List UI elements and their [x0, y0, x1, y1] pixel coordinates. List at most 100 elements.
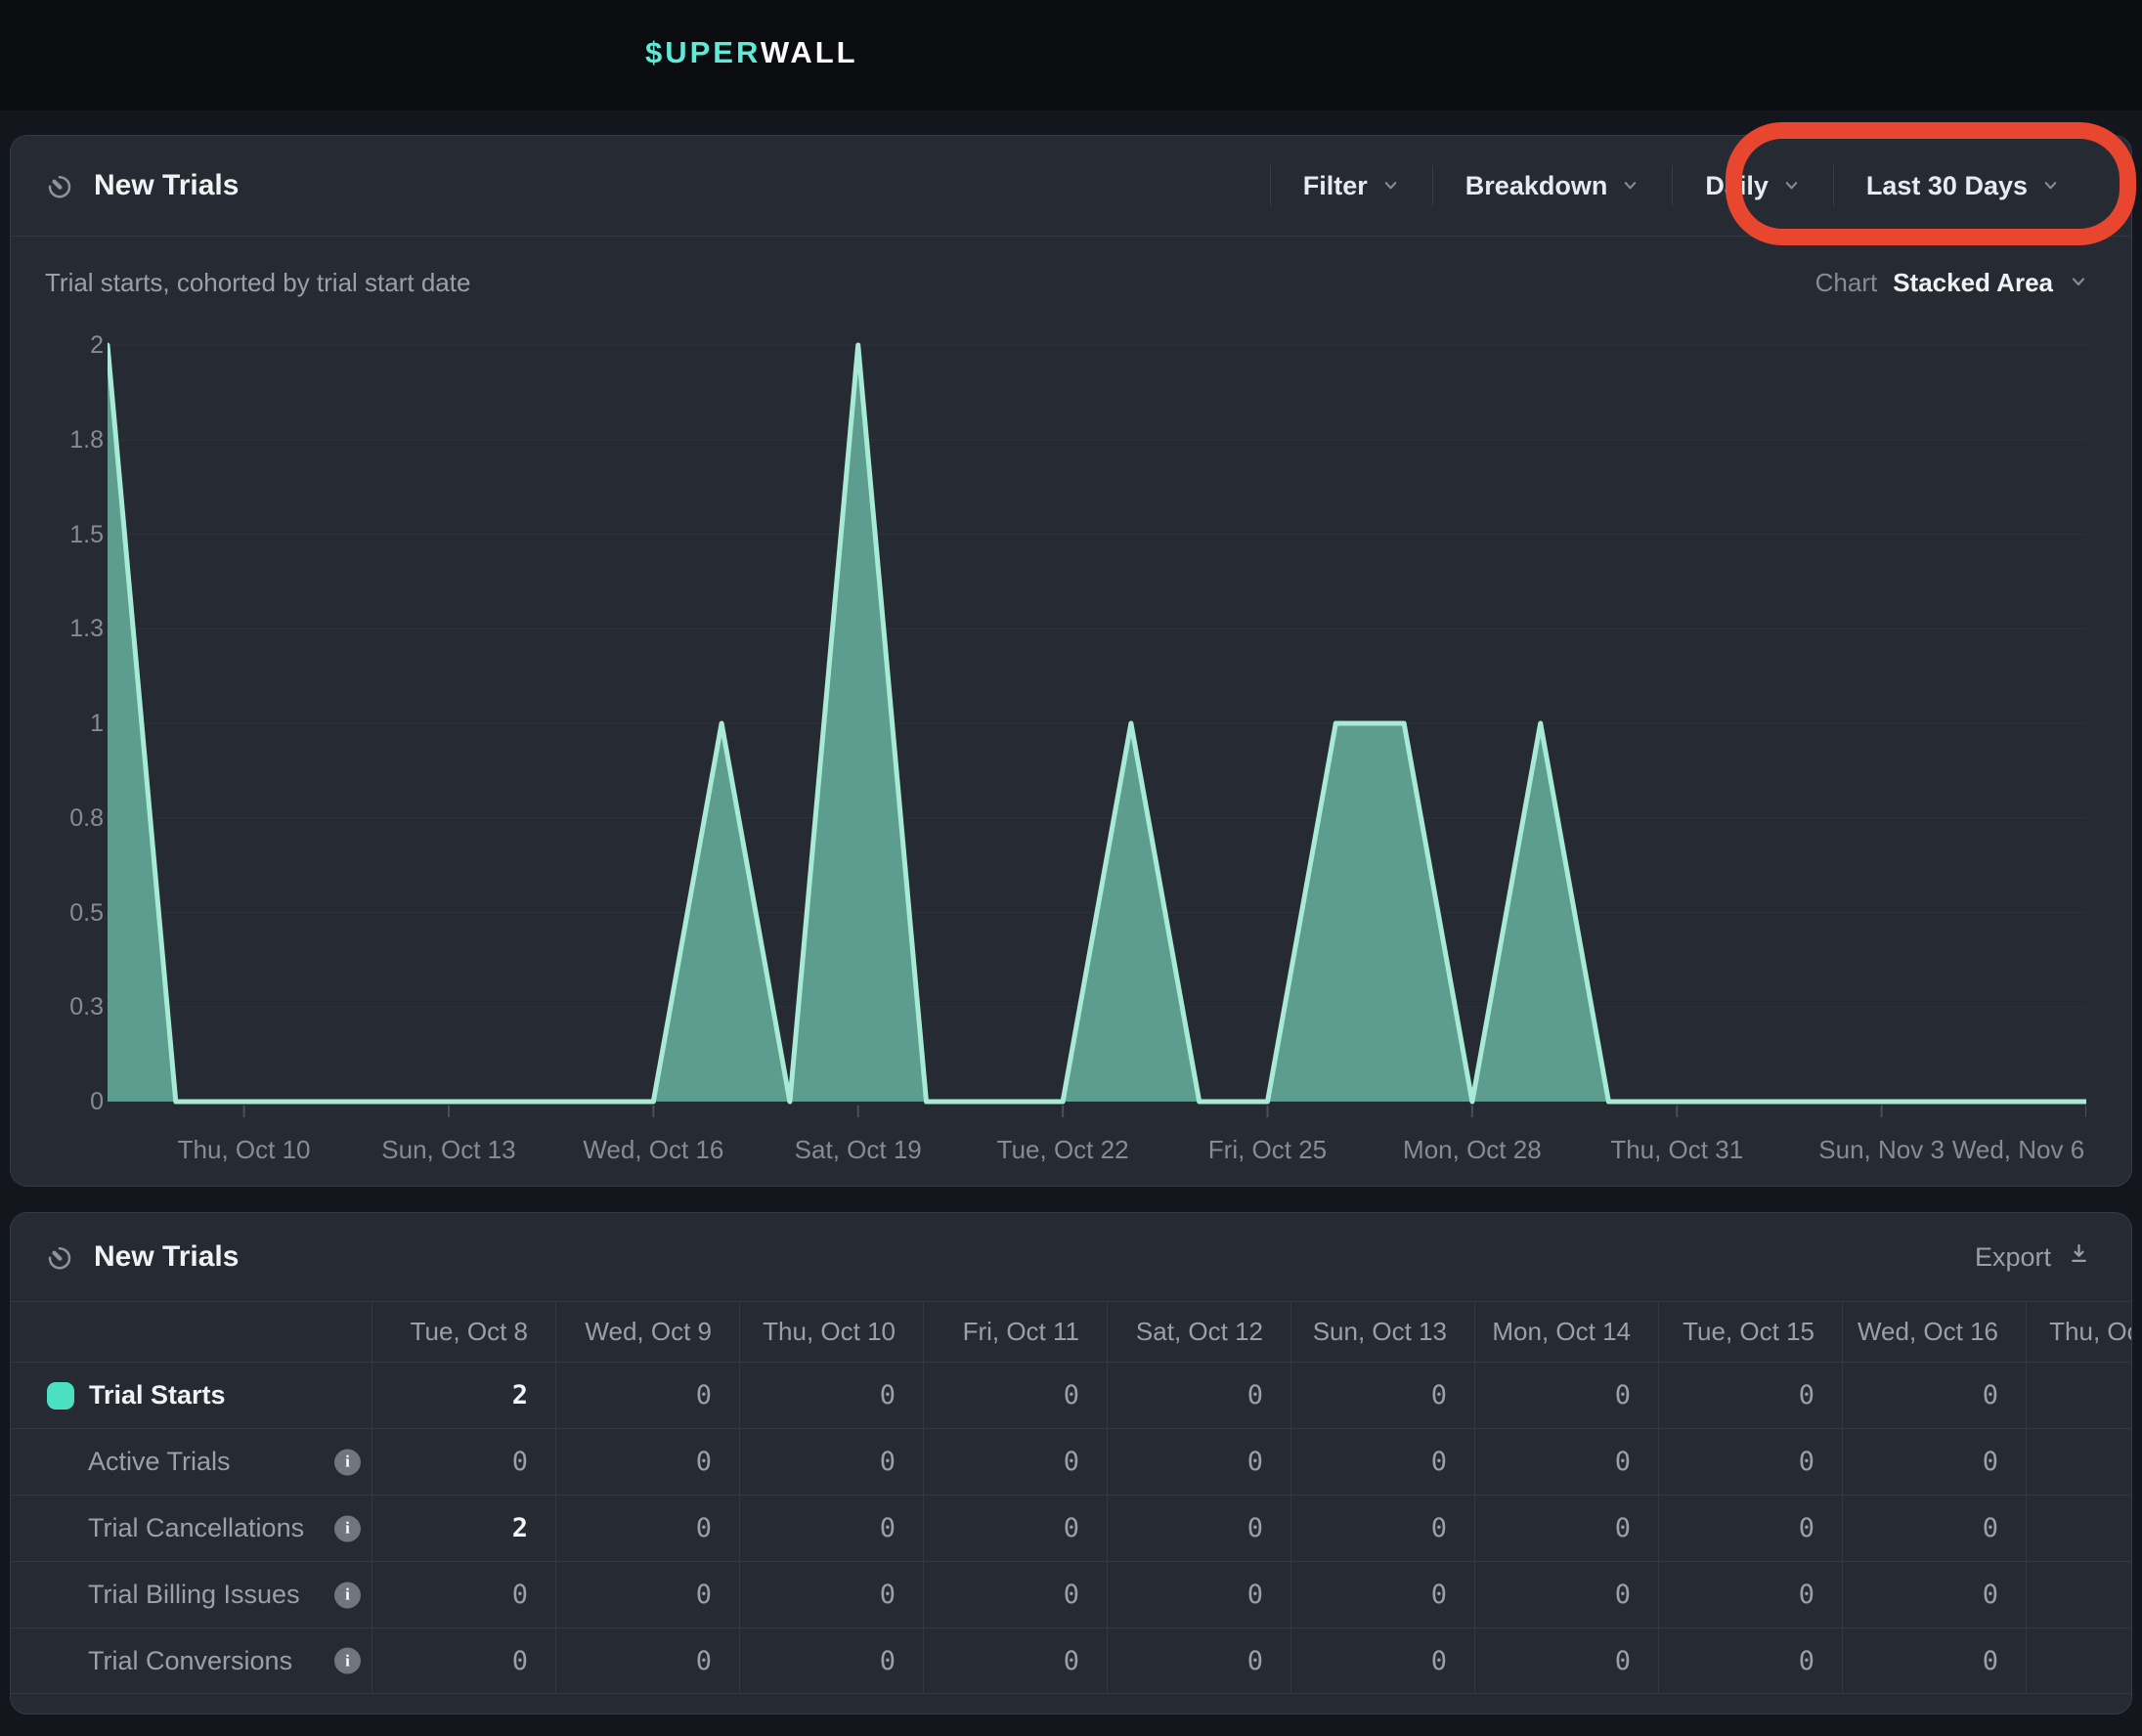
- value-cell: 0: [1658, 1628, 1842, 1693]
- chevron-down-icon: [2069, 268, 2088, 298]
- value-cell: 0: [739, 1628, 923, 1693]
- export-label: Export: [1975, 1242, 2051, 1273]
- series-swatch: [47, 1382, 74, 1410]
- chart-subtitle: Trial starts, cohorted by trial start da…: [45, 268, 470, 298]
- y-axis-label: 0: [11, 1087, 104, 1116]
- row-label-cell: Trial Cancellations i: [11, 1496, 372, 1561]
- value-cell: 0: [923, 1628, 1107, 1693]
- x-axis-label: Sat, Oct 19: [795, 1135, 922, 1165]
- value-cell: 0: [555, 1496, 739, 1561]
- x-axis-label: Thu, Oct 31: [1610, 1135, 1743, 1165]
- value-cell: 0: [1107, 1628, 1290, 1693]
- value-cell: 0: [739, 1429, 923, 1495]
- info-icon[interactable]: i: [334, 1582, 361, 1608]
- y-axis-label: 0.3: [11, 992, 104, 1021]
- x-axis-label: Sun, Oct 13: [381, 1135, 515, 1165]
- trials-table: Tue, Oct 8Wed, Oct 9Thu, Oct 10Fri, Oct …: [11, 1301, 2131, 1694]
- value-cell: 0: [1658, 1429, 1842, 1495]
- value-cell: 0: [1658, 1562, 1842, 1628]
- value-cell: 0: [372, 1429, 555, 1495]
- x-axis-label: Wed, Nov 6: [1952, 1135, 2084, 1165]
- header-controls: Filter Breakdown Daily Last 30 Days: [1270, 165, 2092, 206]
- value-cell: 0: [1658, 1496, 1842, 1561]
- table-card-header: New Trials Export: [11, 1213, 2131, 1301]
- dropdown-label: Last 30 Days: [1866, 171, 2028, 201]
- value-cell: 0: [1290, 1496, 1474, 1561]
- table-card-title: New Trials: [94, 1240, 239, 1274]
- dropdown-label: Breakdown: [1465, 171, 1608, 201]
- value-cell: 0: [1474, 1628, 1658, 1693]
- value-cell: [2026, 1363, 2132, 1428]
- row-label: Trial Billing Issues: [88, 1580, 300, 1610]
- value-cell: 0: [555, 1562, 739, 1628]
- row-label-cell: Trial Billing Issues i: [11, 1562, 372, 1628]
- table-corner-cell: [11, 1302, 372, 1362]
- value-cell: 0: [1290, 1363, 1474, 1428]
- value-cell: 0: [555, 1363, 739, 1428]
- chart-subrow: Trial starts, cohorted by trial start da…: [11, 237, 2131, 298]
- x-axis-labels: Thu, Oct 10 Sun, Oct 13 Wed, Oct 16 Sat, Oc…: [108, 1135, 2086, 1168]
- value-cell: 0: [1290, 1429, 1474, 1495]
- x-axis-label: Thu, Oct 10: [178, 1135, 311, 1165]
- chart-type-select[interactable]: Chart Stacked Area: [1815, 268, 2088, 298]
- value-cell: 0: [1842, 1628, 2026, 1693]
- logo-white-part: WALL: [761, 35, 858, 69]
- chevron-down-icon: [1621, 171, 1639, 201]
- value-cell: 0: [739, 1562, 923, 1628]
- value-cell: 0: [923, 1562, 1107, 1628]
- info-icon[interactable]: i: [334, 1515, 361, 1541]
- value-cell: 0: [1842, 1429, 2026, 1495]
- value-cell: 0: [372, 1628, 555, 1693]
- dropdown-label: Daily: [1705, 171, 1769, 201]
- info-icon[interactable]: i: [334, 1648, 361, 1674]
- export-button[interactable]: Export: [1975, 1240, 2092, 1274]
- column-header: Mon, Oct 14: [1474, 1302, 1658, 1362]
- column-header: Thu, Oct 10: [739, 1302, 923, 1362]
- topbar: $UPERWALL: [0, 0, 2142, 110]
- superwall-logo: $UPERWALL: [645, 35, 858, 70]
- row-label: Trial Cancellations: [88, 1513, 304, 1543]
- daily-dropdown[interactable]: Daily: [1673, 171, 1833, 201]
- y-axis-label: 1: [11, 709, 104, 738]
- column-header: Wed, Oct 16: [1842, 1302, 2026, 1362]
- x-axis-label: Wed, Oct 16: [583, 1135, 723, 1165]
- new-trials-chart-card: New Trials Filter Breakdown Daily Last 30 D…: [10, 135, 2132, 1187]
- value-cell: 2: [372, 1496, 555, 1561]
- y-axis-label: 0.8: [11, 803, 104, 833]
- value-cell: 0: [1474, 1496, 1658, 1561]
- row-label: Active Trials: [88, 1447, 231, 1477]
- table-row: Trial Conversionsi000000000: [11, 1628, 2132, 1694]
- dashboard: $UPERWALL New Trials Filter Breakdown Dail…: [0, 0, 2142, 1736]
- breakdown-dropdown[interactable]: Breakdown: [1433, 171, 1673, 201]
- value-cell: 0: [923, 1363, 1107, 1428]
- chevron-down-icon: [1381, 171, 1400, 201]
- value-cell: 0: [739, 1496, 923, 1561]
- new-trials-table-card: New Trials Export Tue, Oct 8Wed, Oct 9Th…: [10, 1212, 2132, 1714]
- logo-teal-part: $UPER: [645, 35, 761, 69]
- y-axis-label: 1.5: [11, 520, 104, 549]
- x-axis-label: Fri, Oct 25: [1208, 1135, 1327, 1165]
- last-30-days-dropdown[interactable]: Last 30 Days: [1834, 171, 2092, 201]
- y-axis-label: 0.5: [11, 898, 104, 928]
- value-cell: 0: [739, 1363, 923, 1428]
- gauge-icon: [45, 171, 74, 200]
- value-cell: 0: [372, 1562, 555, 1628]
- table-row: Active Trialsi000000000: [11, 1428, 2132, 1495]
- filter-dropdown[interactable]: Filter: [1271, 171, 1432, 201]
- column-header: Tue, Oct 8: [372, 1302, 555, 1362]
- value-cell: [2026, 1496, 2132, 1561]
- row-label-cell: Trial Conversionsi: [11, 1628, 372, 1693]
- row-label-cell: Trial Starts: [11, 1363, 372, 1428]
- chart-card-title: New Trials: [94, 169, 239, 202]
- value-cell: 0: [1474, 1363, 1658, 1428]
- info-icon[interactable]: i: [334, 1449, 361, 1475]
- value-cell: [2026, 1562, 2132, 1628]
- x-axis-label: Tue, Oct 22: [997, 1135, 1129, 1165]
- chart-card-header: New Trials Filter Breakdown Daily Last 30 D…: [11, 136, 2131, 237]
- value-cell: 0: [1842, 1562, 2026, 1628]
- value-cell: 0: [923, 1496, 1107, 1561]
- value-cell: 0: [555, 1628, 739, 1693]
- trials-area-chart: [108, 335, 2086, 1129]
- table-body: Trial Starts200000000Active Trialsi00000…: [11, 1362, 2131, 1694]
- chevron-down-icon: [1782, 171, 1801, 201]
